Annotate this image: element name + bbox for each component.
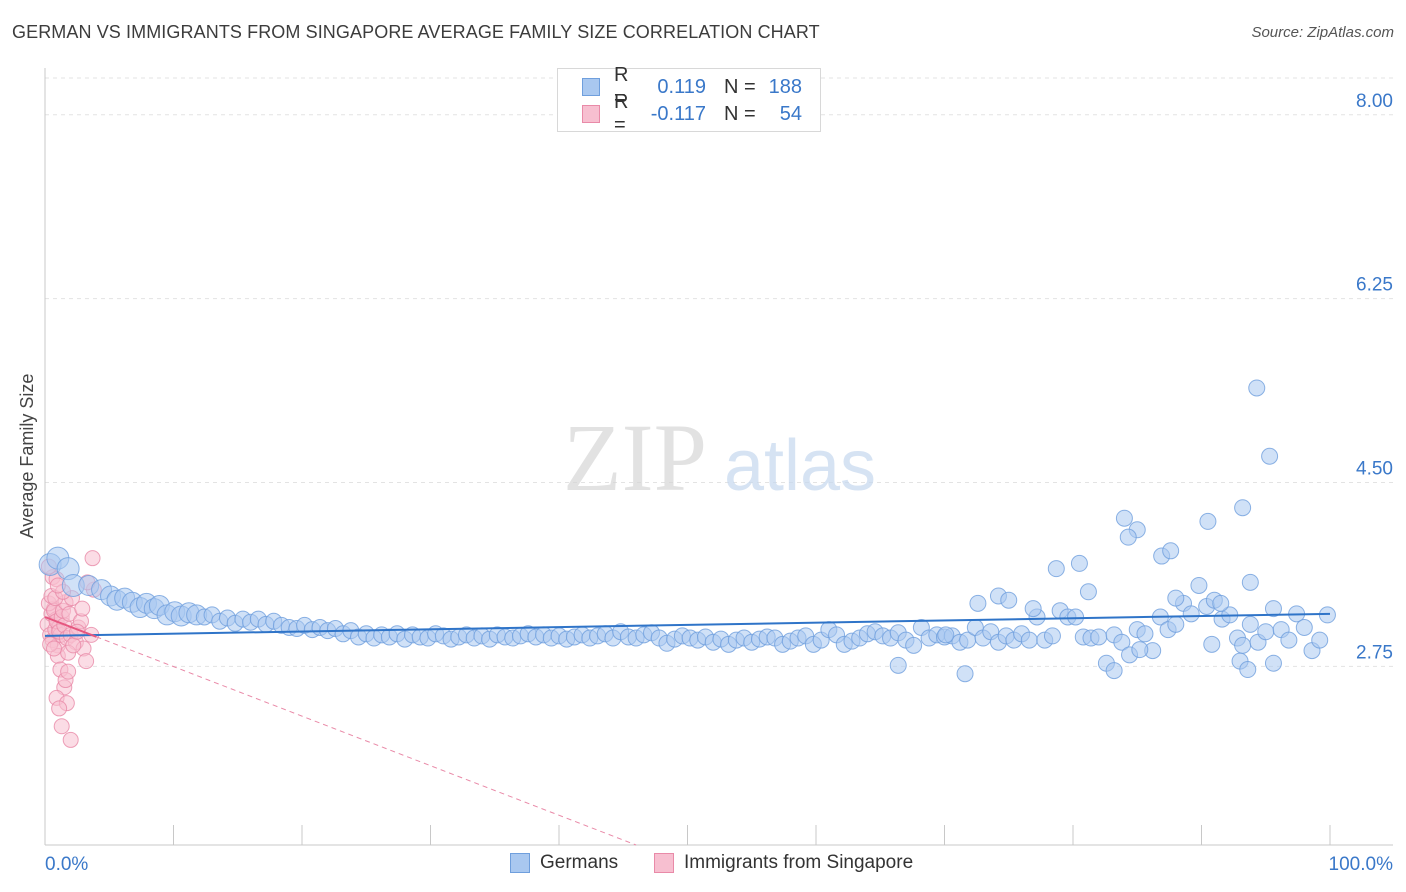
german-point [1295,619,1313,637]
legend-n-value: 188 [768,75,802,98]
singapore-point [62,731,79,748]
german-point [1241,615,1259,633]
legend-row-singapore: R = -0.117 N = 54 [582,91,802,136]
german-point [1241,573,1259,591]
y-axis-label: Average Family Size [17,374,37,539]
legend-n-label: N = [724,102,756,125]
singapore-point [53,718,70,735]
singapore-point [51,700,68,717]
german-point [1105,662,1123,680]
legend-r-label: R = [614,91,629,136]
watermark: ZIP atlas [563,404,876,511]
german-point [1020,631,1038,649]
german-point [1043,627,1061,645]
german-point [1162,542,1180,560]
legend-swatch-singapore [582,105,600,123]
legend-r-value: -0.117 [650,102,706,125]
legend-r-value: 0.119 [657,75,706,98]
singapore-point [74,600,91,617]
tick-labels: 2.75 4.50 6.25 8.00 0.0% 100.0% [45,91,1393,875]
axes [44,68,1393,846]
watermark-atlas: atlas [724,426,876,506]
trend-lines [44,612,1331,846]
bottom-legend-swatch-germans [510,853,530,873]
singapore-point [84,550,101,567]
german-point [1167,589,1185,607]
bottom-legend-label-germans: Germans [540,852,619,873]
german-point [1115,509,1133,527]
german-point [1119,528,1137,546]
y-tick-label: 6.25 [1356,275,1393,296]
german-point [1280,631,1298,649]
bottom-legend-germans: Germans [510,852,618,874]
german-point [1047,560,1065,578]
german-point [1167,615,1185,633]
legend-r-label: R = [614,64,629,109]
legend-n-label: N = [724,75,756,98]
series-singapore-points [39,550,102,748]
singapore-point [60,663,77,680]
legend-row-germans: R = 0.119 N = 188 [582,64,802,109]
german-point [1131,641,1149,659]
german-point [1311,631,1329,649]
bottom-legend-singapore: Immigrants from Singapore [654,852,913,874]
german-point [1024,600,1042,618]
german-point [1067,608,1085,626]
german-point [889,656,907,674]
trend-line-singapore-solid [44,616,97,638]
watermark-zip: ZIP [563,404,707,511]
german-point [1234,636,1252,654]
bottom-legend-swatch-singapore [654,853,674,873]
chart-title: GERMAN VS IMMIGRANTS FROM SINGAPORE AVER… [12,22,820,42]
german-point [1079,583,1097,601]
singapore-point [78,653,95,670]
singapore-point [65,637,82,654]
german-point [1070,554,1088,572]
german-point [956,665,974,683]
y-tick-label: 8.00 [1356,91,1393,112]
x-tick-label-end: 100.0% [1329,854,1394,875]
german-point [1113,633,1131,651]
german-point [1264,654,1282,672]
german-point [1199,512,1217,530]
german-point [1190,576,1208,594]
german-point [969,594,987,612]
german-point [1234,499,1252,517]
bottom-legend-label-singapore: Immigrants from Singapore [684,852,914,873]
german-point [1182,605,1200,623]
german-point [905,636,923,654]
gridlines [45,77,1393,667]
german-point [1203,635,1221,653]
legend-swatch-germans [582,78,600,96]
german-point [1136,625,1154,643]
correlation-legend: R = 0.119 N = 188 R = -0.117 N = 54 [557,64,821,136]
source-credit: Source: ZipAtlas.com [1251,24,1394,41]
singapore-point [45,640,62,657]
german-point [1248,379,1266,397]
y-tick-label: 4.50 [1356,459,1393,480]
trend-line-germans [44,612,1331,637]
german-point [937,626,955,644]
german-point [1261,447,1279,465]
series-germans-points [38,379,1336,683]
german-point [1264,600,1282,618]
german-point [1090,628,1108,646]
german-point [1000,591,1018,609]
x-tick-label-start: 0.0% [45,854,88,875]
german-point [1239,661,1257,679]
trend-line-singapore-dashed [96,636,637,846]
y-tick-label: 2.75 [1356,642,1393,663]
legend-n-value: 54 [779,102,802,125]
german-point [1212,594,1230,612]
german-point [1257,623,1275,641]
